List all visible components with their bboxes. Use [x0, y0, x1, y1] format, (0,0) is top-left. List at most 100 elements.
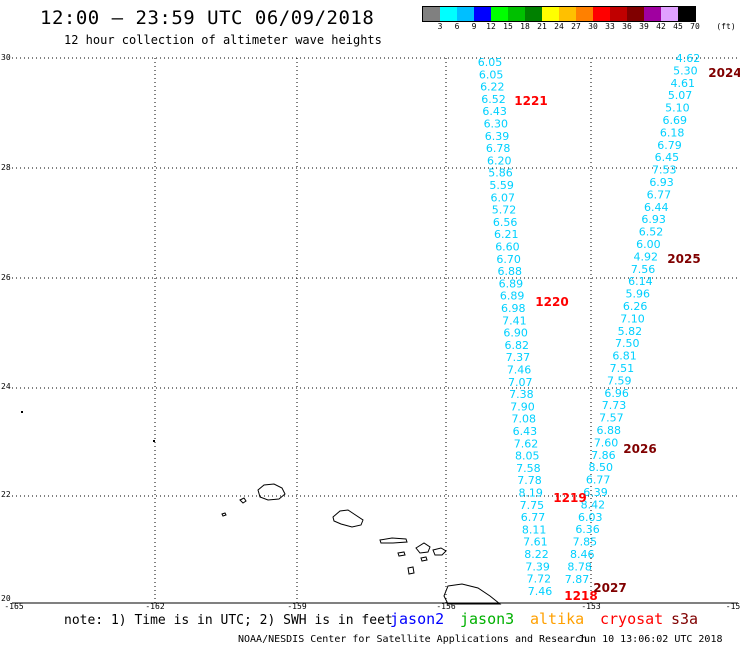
legend-jason3: jason3 [460, 610, 515, 628]
wave-height-value: 6.78 [486, 142, 511, 155]
wave-height-value: 7.10 [620, 312, 645, 325]
wave-height-value: 7.75 [520, 499, 545, 512]
wave-height-value: 5.86 [488, 167, 513, 180]
wave-height-value: 7.57 [599, 412, 624, 425]
wave-height-value: 7.85 [573, 536, 598, 549]
wave-height-value: 7.59 [607, 374, 632, 387]
legend-s3a: s3a [671, 610, 699, 628]
y-axis-label-26: 26 [1, 273, 11, 282]
pass-time-label: 1219 [553, 491, 586, 505]
wave-height-value: 8.50 [589, 461, 614, 474]
pass-time-label: 1221 [514, 94, 547, 108]
wave-height-value: 7.62 [514, 437, 539, 450]
island-outline [239, 497, 247, 504]
color-swatch [678, 7, 695, 21]
color-swatch [508, 7, 525, 21]
color-scale-tick: 24 [554, 22, 564, 31]
color-scale-tick: 6 [454, 22, 460, 31]
wave-height-value: 6.07 [491, 191, 516, 204]
color-swatch [474, 7, 491, 21]
wave-height-value: 7.73 [602, 399, 627, 412]
y-axis-label-30: 30 [1, 53, 11, 62]
wave-height-value: 7.56 [631, 263, 656, 276]
color-scale-tick: 42 [656, 22, 666, 31]
color-swatch [576, 7, 593, 21]
island-outline [432, 547, 447, 556]
map-title: 12:00 – 23:59 UTC 06/09/2018 [40, 7, 375, 29]
wave-height-value: 5.72 [492, 204, 517, 217]
wave-height-value: 5.96 [626, 288, 651, 301]
wave-height-value: 6.26 [623, 300, 648, 313]
color-swatch [491, 7, 508, 21]
island-outline [415, 542, 431, 554]
wave-height-value: 4.92 [633, 250, 658, 263]
color-swatch [457, 7, 474, 21]
island-dot [21, 411, 23, 413]
wave-height-value: 6.18 [660, 126, 685, 139]
credit-text: NOAA/NESDIS Center for Satellite Applica… [238, 634, 588, 645]
wave-height-value: 8.78 [567, 560, 592, 573]
wave-height-value: 7.90 [510, 400, 535, 413]
color-swatch [593, 7, 610, 21]
x-axis-label-159: -159 [287, 602, 307, 611]
wave-height-value: 8.19 [518, 487, 543, 500]
wave-height-value: 6.89 [500, 290, 525, 303]
wave-height-value: 8.22 [524, 548, 549, 561]
wave-height-value: 6.60 [495, 241, 520, 254]
wave-height-value: 6.39 [485, 130, 510, 143]
island-outline [332, 509, 364, 528]
wave-height-value: 7.07 [508, 376, 533, 389]
island-outline [443, 583, 502, 605]
island-outline [221, 512, 227, 517]
wave-height-value: 6.03 [578, 511, 603, 524]
color-scale-tick: 18 [520, 22, 530, 31]
wave-height-value: 5.82 [618, 325, 643, 338]
wave-height-value: 7.50 [615, 337, 640, 350]
island-outline [379, 537, 408, 544]
wave-height-value: 5.59 [489, 179, 514, 192]
color-scale-bar [422, 6, 696, 22]
wave-height-value: 5.07 [668, 89, 693, 102]
wave-height-value: 7.39 [525, 560, 550, 573]
color-swatch [525, 7, 542, 21]
wave-height-value: 4.61 [670, 77, 695, 90]
wave-height-value: 6.39 [583, 486, 608, 499]
color-scale-tick: 36 [622, 22, 632, 31]
island-outline [407, 566, 415, 575]
wave-height-value: 6.14 [628, 275, 653, 288]
footer-note: note: 1) Time is in UTC; 2) SWH is in fe… [64, 613, 393, 628]
wave-height-value: 7.46 [528, 585, 553, 598]
wave-height-value: 6.00 [636, 238, 661, 251]
pass-time-label: 2025 [667, 252, 700, 266]
wave-height-value: 6.21 [494, 228, 519, 241]
wave-height-value: 6.98 [501, 302, 526, 315]
wave-height-value: 6.05 [479, 68, 504, 81]
map-subtitle: 12 hour collection of altimeter wave hei… [64, 33, 382, 47]
legend-altika: altika [530, 610, 585, 628]
wave-height-value: 6.93 [641, 213, 666, 226]
wave-height-value: 6.88 [596, 424, 621, 437]
wave-height-value: 8.46 [570, 548, 595, 561]
wave-height-value: 7.87 [565, 573, 590, 586]
wave-height-value: 7.51 [610, 362, 635, 375]
wave-height-value: 7.53 [652, 164, 677, 177]
wave-height-value: 6.05 [478, 56, 503, 69]
wave-height-value: 7.86 [591, 449, 616, 462]
color-swatch [610, 7, 627, 21]
wave-height-value: 6.36 [575, 523, 600, 536]
color-scale-tick: 9 [471, 22, 477, 31]
island-outline [397, 551, 406, 557]
color-swatch [627, 7, 644, 21]
color-swatch [423, 7, 440, 21]
wave-height-value: 6.89 [499, 277, 524, 290]
wave-height-value: 6.30 [484, 118, 509, 131]
island-dot [153, 440, 155, 442]
color-swatch [440, 7, 457, 21]
wave-height-value: 6.82 [504, 339, 529, 352]
wave-height-value: 7.60 [594, 436, 619, 449]
wave-height-value: 6.90 [503, 327, 528, 340]
wave-height-value: 6.56 [493, 216, 518, 229]
wave-height-value: 6.77 [647, 188, 672, 201]
wave-height-value: 8.11 [522, 523, 547, 536]
wave-height-value: 6.52 [639, 226, 664, 239]
